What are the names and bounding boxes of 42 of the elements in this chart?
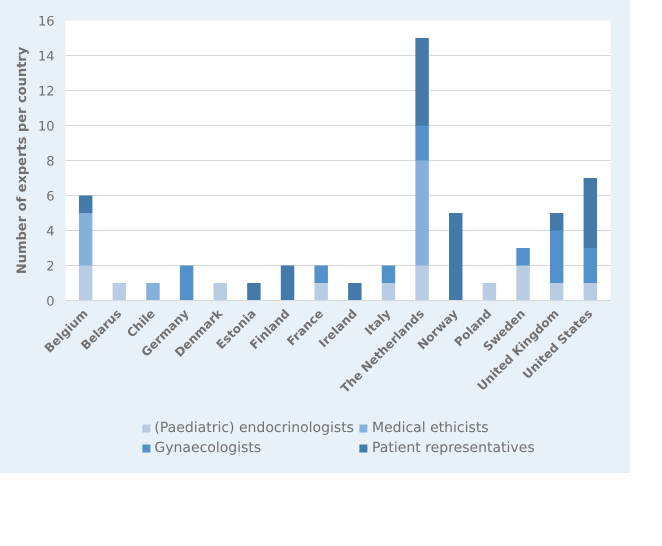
legend-label: Patient representatives — [372, 440, 535, 456]
bar — [382, 266, 396, 283]
y-tick-label: 16 — [38, 14, 55, 30]
bar — [314, 283, 328, 300]
y-tick-label: 10 — [38, 120, 55, 134]
legend-label: Gynaecologists — [154, 440, 262, 456]
y-tick-label: 12 — [38, 84, 55, 100]
bar — [280, 266, 294, 300]
legend-label: (Paediatric) endocrinologists — [154, 420, 354, 436]
bar — [247, 283, 261, 300]
legend-label: Medical ethicists — [372, 420, 489, 436]
bar — [584, 283, 598, 300]
bar — [550, 283, 564, 300]
bar — [584, 248, 598, 283]
y-tick-label: 0 — [46, 294, 55, 310]
bar — [415, 38, 429, 126]
y-tick-label: 8 — [46, 154, 55, 170]
y-tick-label: 14 — [38, 50, 55, 64]
bar — [415, 266, 429, 300]
bar — [482, 283, 496, 300]
bar — [449, 213, 462, 300]
y-tick-label: 4 — [46, 224, 55, 240]
bar — [550, 213, 564, 230]
bar — [214, 283, 227, 300]
bar — [516, 266, 530, 300]
bar — [146, 283, 160, 300]
bar — [415, 126, 429, 160]
y-tick-label: 6 — [46, 190, 55, 204]
bar — [112, 283, 126, 300]
bar — [584, 178, 598, 248]
bar — [78, 213, 92, 266]
bar — [314, 266, 328, 283]
bar — [348, 283, 362, 300]
bar — [550, 230, 564, 283]
y-axis-title: Number of experts per country — [14, 46, 30, 274]
bar — [78, 196, 92, 213]
bar — [78, 266, 92, 300]
bar — [382, 283, 396, 300]
y-tick-label: 2 — [46, 260, 55, 274]
bar — [180, 266, 194, 300]
bar — [415, 160, 429, 266]
bar — [516, 248, 530, 266]
